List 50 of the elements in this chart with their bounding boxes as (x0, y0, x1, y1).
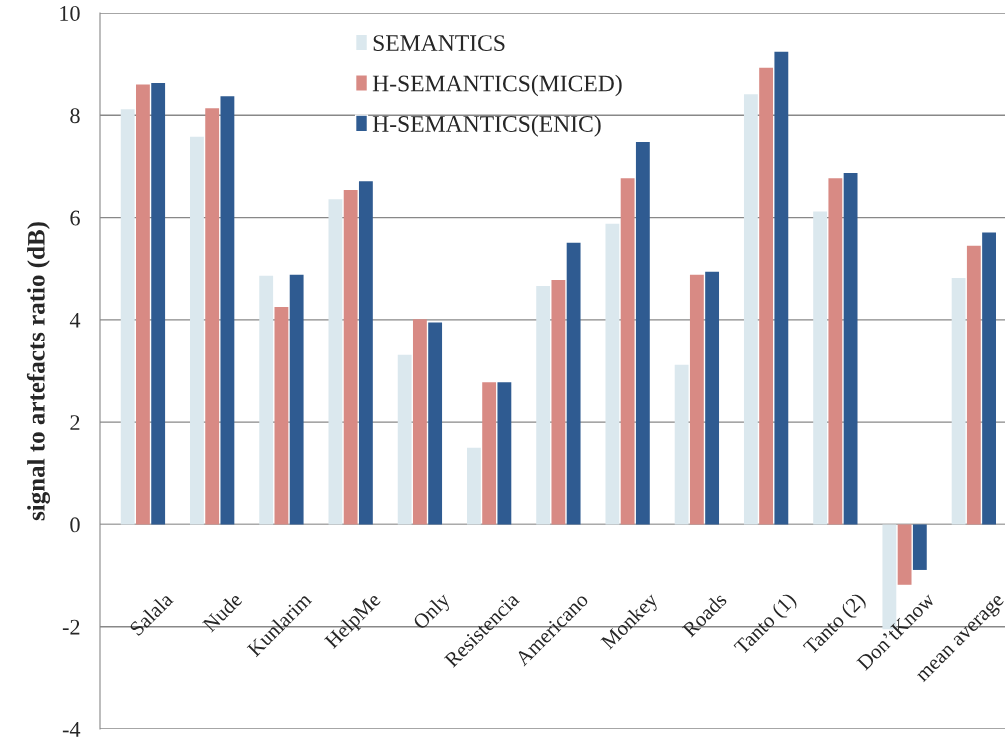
y-tick-label: 4 (69, 312, 81, 328)
bar (412, 319, 427, 525)
bar (328, 199, 343, 525)
bar (966, 245, 981, 525)
bar (620, 178, 635, 525)
y-tick-label: -2 (62, 619, 80, 635)
bar (843, 173, 858, 525)
y-axis-title: signal to artefacts ratio (dB) (26, 222, 50, 521)
bar (912, 524, 927, 570)
bar (343, 189, 358, 525)
y-tick-label: -4 (62, 722, 81, 737)
bar (813, 211, 828, 525)
bar (274, 307, 289, 525)
bar (605, 223, 620, 525)
y-tick-label: 6 (70, 210, 80, 226)
bar (466, 447, 481, 525)
bar (705, 271, 720, 525)
bar (743, 94, 758, 525)
bar (774, 51, 789, 525)
bar (982, 232, 996, 525)
y-tick-label: 8 (70, 108, 80, 124)
y-tick-label: 0 (70, 517, 80, 533)
bar (635, 141, 650, 525)
y-tick-label: 2 (70, 415, 80, 430)
bar (674, 364, 689, 525)
bar (397, 354, 412, 525)
legend-label: H-SEMANTICS(ENIC) (372, 115, 601, 137)
y-tick-label: 10 (60, 5, 80, 21)
bar (289, 274, 304, 525)
bar (497, 382, 512, 525)
bar (120, 109, 135, 525)
bar (259, 275, 274, 525)
bar (759, 67, 774, 525)
bar (358, 181, 373, 525)
bar (536, 286, 551, 525)
bar (136, 84, 150, 525)
bar (897, 524, 912, 585)
bar (482, 382, 497, 525)
legend-label: SEMANTICS (373, 35, 505, 52)
bar (220, 96, 235, 525)
bar (566, 242, 581, 525)
bar (951, 277, 966, 525)
legend-label: H-SEMANTICS(MICED) (372, 74, 622, 97)
bar (190, 136, 204, 525)
bar (689, 274, 704, 525)
bar (428, 322, 443, 525)
bar (828, 178, 843, 525)
bar (151, 83, 166, 525)
bar (551, 279, 566, 525)
bar (205, 108, 220, 525)
